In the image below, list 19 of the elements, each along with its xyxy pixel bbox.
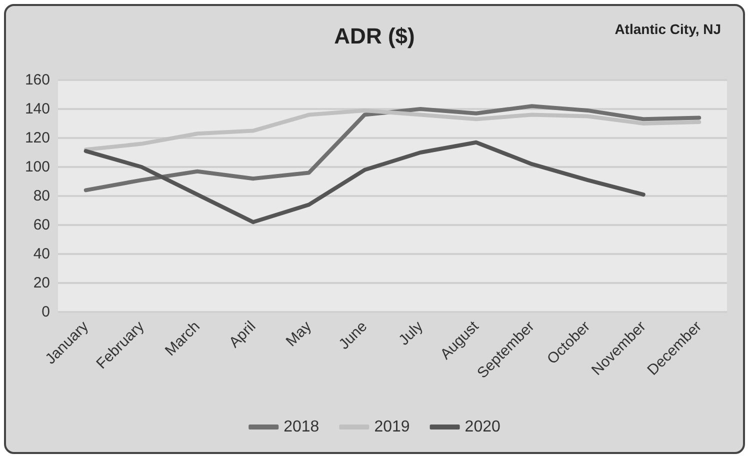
y-tick-label: 40 [33, 246, 50, 262]
y-tick-label: 20 [33, 274, 50, 292]
text: Atlantic City, NJ [614, 21, 721, 37]
legend-label: 2019 [374, 418, 410, 436]
y-tick-label: 80 [33, 188, 50, 204]
y-tick-label: 60 [33, 216, 50, 234]
y-tick-label: 160 [24, 72, 50, 88]
line-series [84, 108, 702, 152]
chart-title: ADR ($) [334, 24, 415, 48]
x-tick-label: May [282, 318, 316, 350]
line-series [84, 104, 702, 192]
y-tick-label: 140 [24, 100, 50, 118]
x-tick-label: July [396, 318, 427, 349]
line-series [84, 140, 646, 224]
y-tick-label: 100 [24, 158, 50, 176]
legend-label: 2020 [464, 418, 500, 436]
y-tick-label: 120 [24, 130, 50, 146]
legend-label: 2018 [284, 418, 320, 436]
y-tick-label: 0 [42, 304, 50, 320]
